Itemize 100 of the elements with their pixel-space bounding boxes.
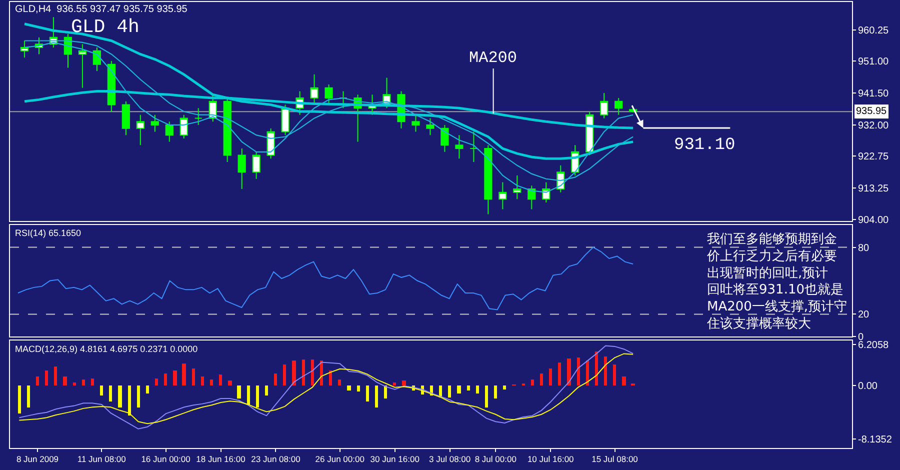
chart-subtitle: GLD,H4 936.55 937.47 935.75 935.95 xyxy=(15,4,188,15)
x-tick-label: 30 Jun 16:00 xyxy=(370,454,420,464)
bar xyxy=(182,364,186,386)
bar xyxy=(274,374,277,386)
bar xyxy=(531,380,534,386)
bar xyxy=(137,386,140,408)
bar xyxy=(18,386,21,414)
candlestick xyxy=(238,148,246,190)
bar xyxy=(45,370,48,386)
candlestick xyxy=(528,185,536,210)
bar xyxy=(82,380,85,386)
bar xyxy=(201,376,204,386)
y-tick-label: 951.00 xyxy=(858,56,890,68)
bar xyxy=(577,358,580,386)
candlestick xyxy=(542,182,550,203)
bar xyxy=(164,374,167,386)
bar xyxy=(467,386,470,391)
chart-title: RSI(14) 65.1650 xyxy=(15,228,82,238)
bar xyxy=(338,380,341,386)
y-tick-label: 941.50 xyxy=(858,88,890,100)
y-tick-label: 0.00 xyxy=(858,380,878,392)
bar xyxy=(393,382,396,386)
bar xyxy=(91,378,94,386)
candlestick xyxy=(252,151,260,180)
candlestick xyxy=(440,124,449,152)
bar xyxy=(228,380,232,386)
bar xyxy=(27,386,30,408)
bar xyxy=(329,370,332,386)
candlestick xyxy=(92,46,101,72)
x-tick-label: 3 Jul 08:00 xyxy=(429,454,471,464)
x-tick-label: 8 Jul 00:00 xyxy=(474,454,517,464)
candlestick xyxy=(412,114,420,132)
bar xyxy=(448,386,451,398)
y-tick-label: 932.00 xyxy=(858,120,890,132)
y-tick-label: 960.25 xyxy=(858,25,890,36)
bar xyxy=(622,376,626,386)
bar xyxy=(366,386,369,402)
bar xyxy=(613,364,616,386)
bar xyxy=(36,376,39,386)
candlestick xyxy=(484,144,492,215)
bar xyxy=(146,386,149,394)
bar xyxy=(567,358,571,386)
y-tick-label: 6.2058 xyxy=(858,340,890,351)
bar xyxy=(476,386,479,394)
candlestick xyxy=(324,84,333,106)
bar xyxy=(265,386,268,396)
bar xyxy=(375,386,378,408)
candlestick xyxy=(281,104,290,136)
candlestick xyxy=(455,134,464,160)
bar xyxy=(595,352,598,386)
candlestick xyxy=(470,131,478,163)
y-tick-label: -8.1352 xyxy=(858,434,892,446)
bar xyxy=(192,368,195,386)
y-tick-label: 904.00 xyxy=(858,214,890,226)
candlestick xyxy=(122,100,130,136)
candlestick xyxy=(614,98,623,116)
candlestick xyxy=(266,128,275,160)
text: GLD 4h xyxy=(71,16,140,38)
bar xyxy=(283,364,286,386)
candlestick xyxy=(180,114,188,139)
candlestick xyxy=(20,40,29,58)
bar xyxy=(54,366,57,386)
line-series xyxy=(17,246,634,310)
bar xyxy=(558,362,561,386)
x-tick-label: 10 Jul 16:00 xyxy=(527,454,574,464)
bar xyxy=(347,386,351,391)
candlestick xyxy=(426,118,434,136)
x-tick-label: 8 Jun 2009 xyxy=(16,454,59,464)
candlestick xyxy=(498,182,507,210)
x-tick-label: 23 Jun 08:00 xyxy=(251,454,301,464)
bar xyxy=(485,386,488,408)
ref-line-label: 931.10 xyxy=(674,136,736,155)
bar xyxy=(384,386,387,399)
candlestick xyxy=(136,114,144,146)
bar xyxy=(549,368,552,386)
bar xyxy=(100,386,103,396)
x-tick-label: 15 Jul 08:00 xyxy=(592,454,638,464)
bar xyxy=(494,386,497,399)
bar xyxy=(128,386,131,416)
ref-line-label: 935.95 xyxy=(856,106,888,117)
y-tick-label: 80 xyxy=(858,242,870,254)
bar xyxy=(118,386,122,408)
bar xyxy=(586,360,589,386)
candlestick xyxy=(600,92,608,119)
bar xyxy=(73,382,76,386)
candlestick xyxy=(78,44,86,88)
bar xyxy=(604,356,607,386)
bar xyxy=(503,386,506,390)
text: 我们至多能够预期到金价上行乏力之后有必要出现暂时的回吐,预计回吐将至931.10也就是MA200一线支撑,预计守住该支撑概率较大 xyxy=(706,232,848,332)
candlestick xyxy=(513,175,522,200)
bar xyxy=(155,378,158,386)
bar xyxy=(63,376,67,386)
x-tick-label: 16 Jun 00:00 xyxy=(141,454,191,464)
bar xyxy=(302,360,305,386)
bar xyxy=(219,374,222,386)
candlestick xyxy=(194,108,202,126)
bar xyxy=(109,386,112,402)
x-tick-label: 18 Jun 16:00 xyxy=(196,454,246,464)
bar xyxy=(402,380,406,386)
x-tick-label: 11 Jun 08:00 xyxy=(77,454,126,464)
